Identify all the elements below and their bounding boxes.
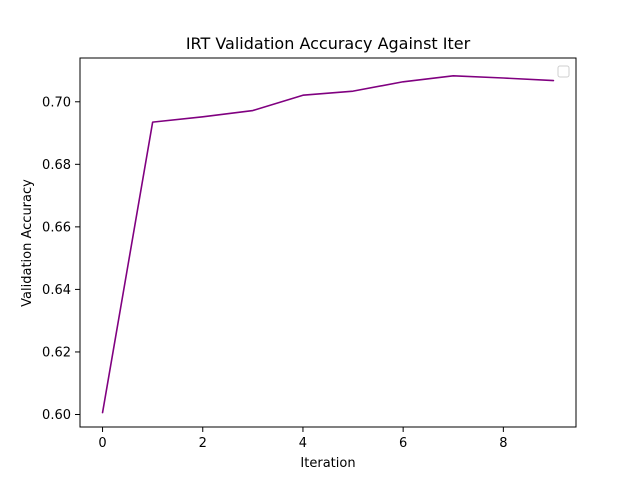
legend-box: [557, 65, 570, 78]
plot-area-frame: [79, 57, 577, 428]
series-line: [101, 75, 555, 414]
series-layer: [101, 75, 555, 414]
chart-title: IRT Validation Accuracy Against Iter: [186, 34, 471, 53]
y-axis-ticks: 0.60 0.62 0.64 0.66 0.68 0.70: [42, 95, 80, 423]
x-tick-label: 4: [299, 436, 307, 451]
x-tick-label: 2: [199, 436, 207, 451]
x-axis-label: Iteration: [300, 456, 355, 471]
y-tick-label: 0.60: [42, 408, 71, 423]
y-tick-label: 0.64: [42, 283, 71, 298]
y-tick-label: 0.70: [42, 95, 71, 110]
y-tick-label: 0.68: [42, 158, 71, 173]
x-tick-label: 0: [98, 436, 106, 451]
y-axis-label: Validation Accuracy: [20, 179, 35, 307]
x-tick-label: 6: [399, 436, 407, 451]
y-tick-label: 0.66: [42, 220, 71, 235]
x-axis-ticks: 0 2 4 6 8: [98, 427, 507, 451]
y-tick-label: 0.62: [42, 345, 71, 360]
x-tick-label: 8: [499, 436, 507, 451]
